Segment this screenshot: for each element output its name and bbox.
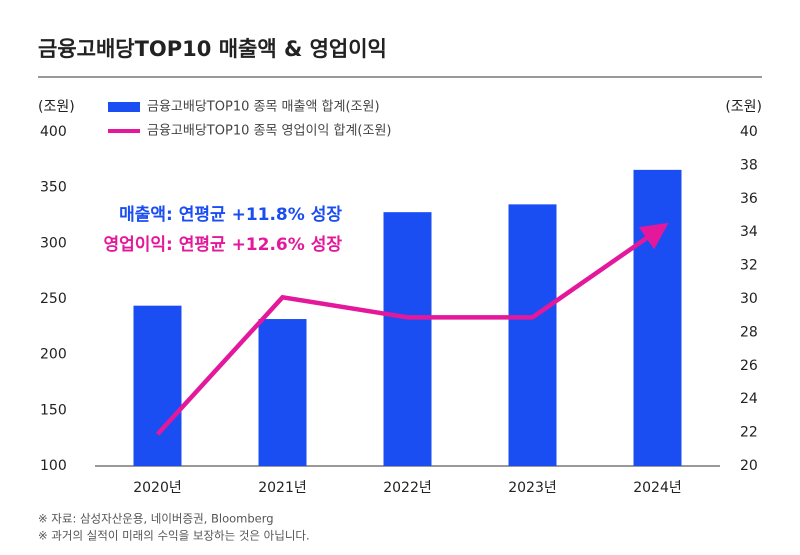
y2-tick-label: 32 (740, 258, 758, 274)
y-tick-label: 400 (40, 124, 67, 140)
annotation: 매출액: 연평균 +11.8% 성장 (119, 205, 342, 225)
y2-tick-label: 38 (740, 157, 758, 173)
y2-tick-label: 20 (740, 458, 758, 474)
y2-axis-label: (조원) (725, 99, 762, 115)
footnote: ※ 과거의 실적이 미래의 수익을 보장하는 것은 아닙니다. (38, 529, 310, 543)
y-tick-label: 150 (40, 402, 67, 418)
bar (383, 212, 432, 466)
x-tick-label: 2020년 (133, 480, 182, 496)
y2-tick-label: 26 (740, 358, 758, 374)
y-axis-label: (조원) (38, 99, 75, 115)
legend-label: 금융고배당TOP10 종목 영업이익 합계(조원) (147, 124, 392, 139)
y-tick-label: 300 (40, 235, 67, 251)
bar (508, 204, 557, 466)
footnote: ※ 자료: 삼성자산운용, 네이버증권, Bloomberg (38, 512, 274, 526)
y2-tick-label: 34 (740, 224, 758, 240)
y-tick-label: 100 (40, 458, 67, 474)
x-tick-label: 2022년 (383, 480, 432, 496)
legend-label: 금융고배당TOP10 종목 매출액 합계(조원) (147, 100, 380, 115)
bar (133, 305, 182, 466)
y2-tick-label: 36 (740, 191, 758, 207)
bar (633, 169, 682, 466)
y-tick-label: 350 (40, 180, 67, 196)
y2-tick-label: 28 (740, 324, 758, 340)
y2-tick-label: 40 (740, 124, 758, 140)
legend-swatch (108, 102, 140, 112)
x-tick-label: 2021년 (258, 480, 307, 496)
y-tick-label: 250 (40, 291, 67, 307)
chart-title: 금융고배당TOP10 매출액 & 영업이익 (38, 37, 387, 61)
y2-tick-label: 30 (740, 291, 758, 307)
y2-tick-label: 24 (740, 391, 758, 407)
annotation: 영업이익: 연평균 +12.6% 성장 (103, 235, 342, 255)
line (155, 222, 669, 436)
y-tick-label: 200 (40, 347, 67, 363)
x-tick-label: 2023년 (508, 480, 557, 496)
x-tick-label: 2024년 (633, 480, 682, 496)
bar (258, 319, 307, 466)
y2-tick-label: 22 (740, 425, 758, 441)
